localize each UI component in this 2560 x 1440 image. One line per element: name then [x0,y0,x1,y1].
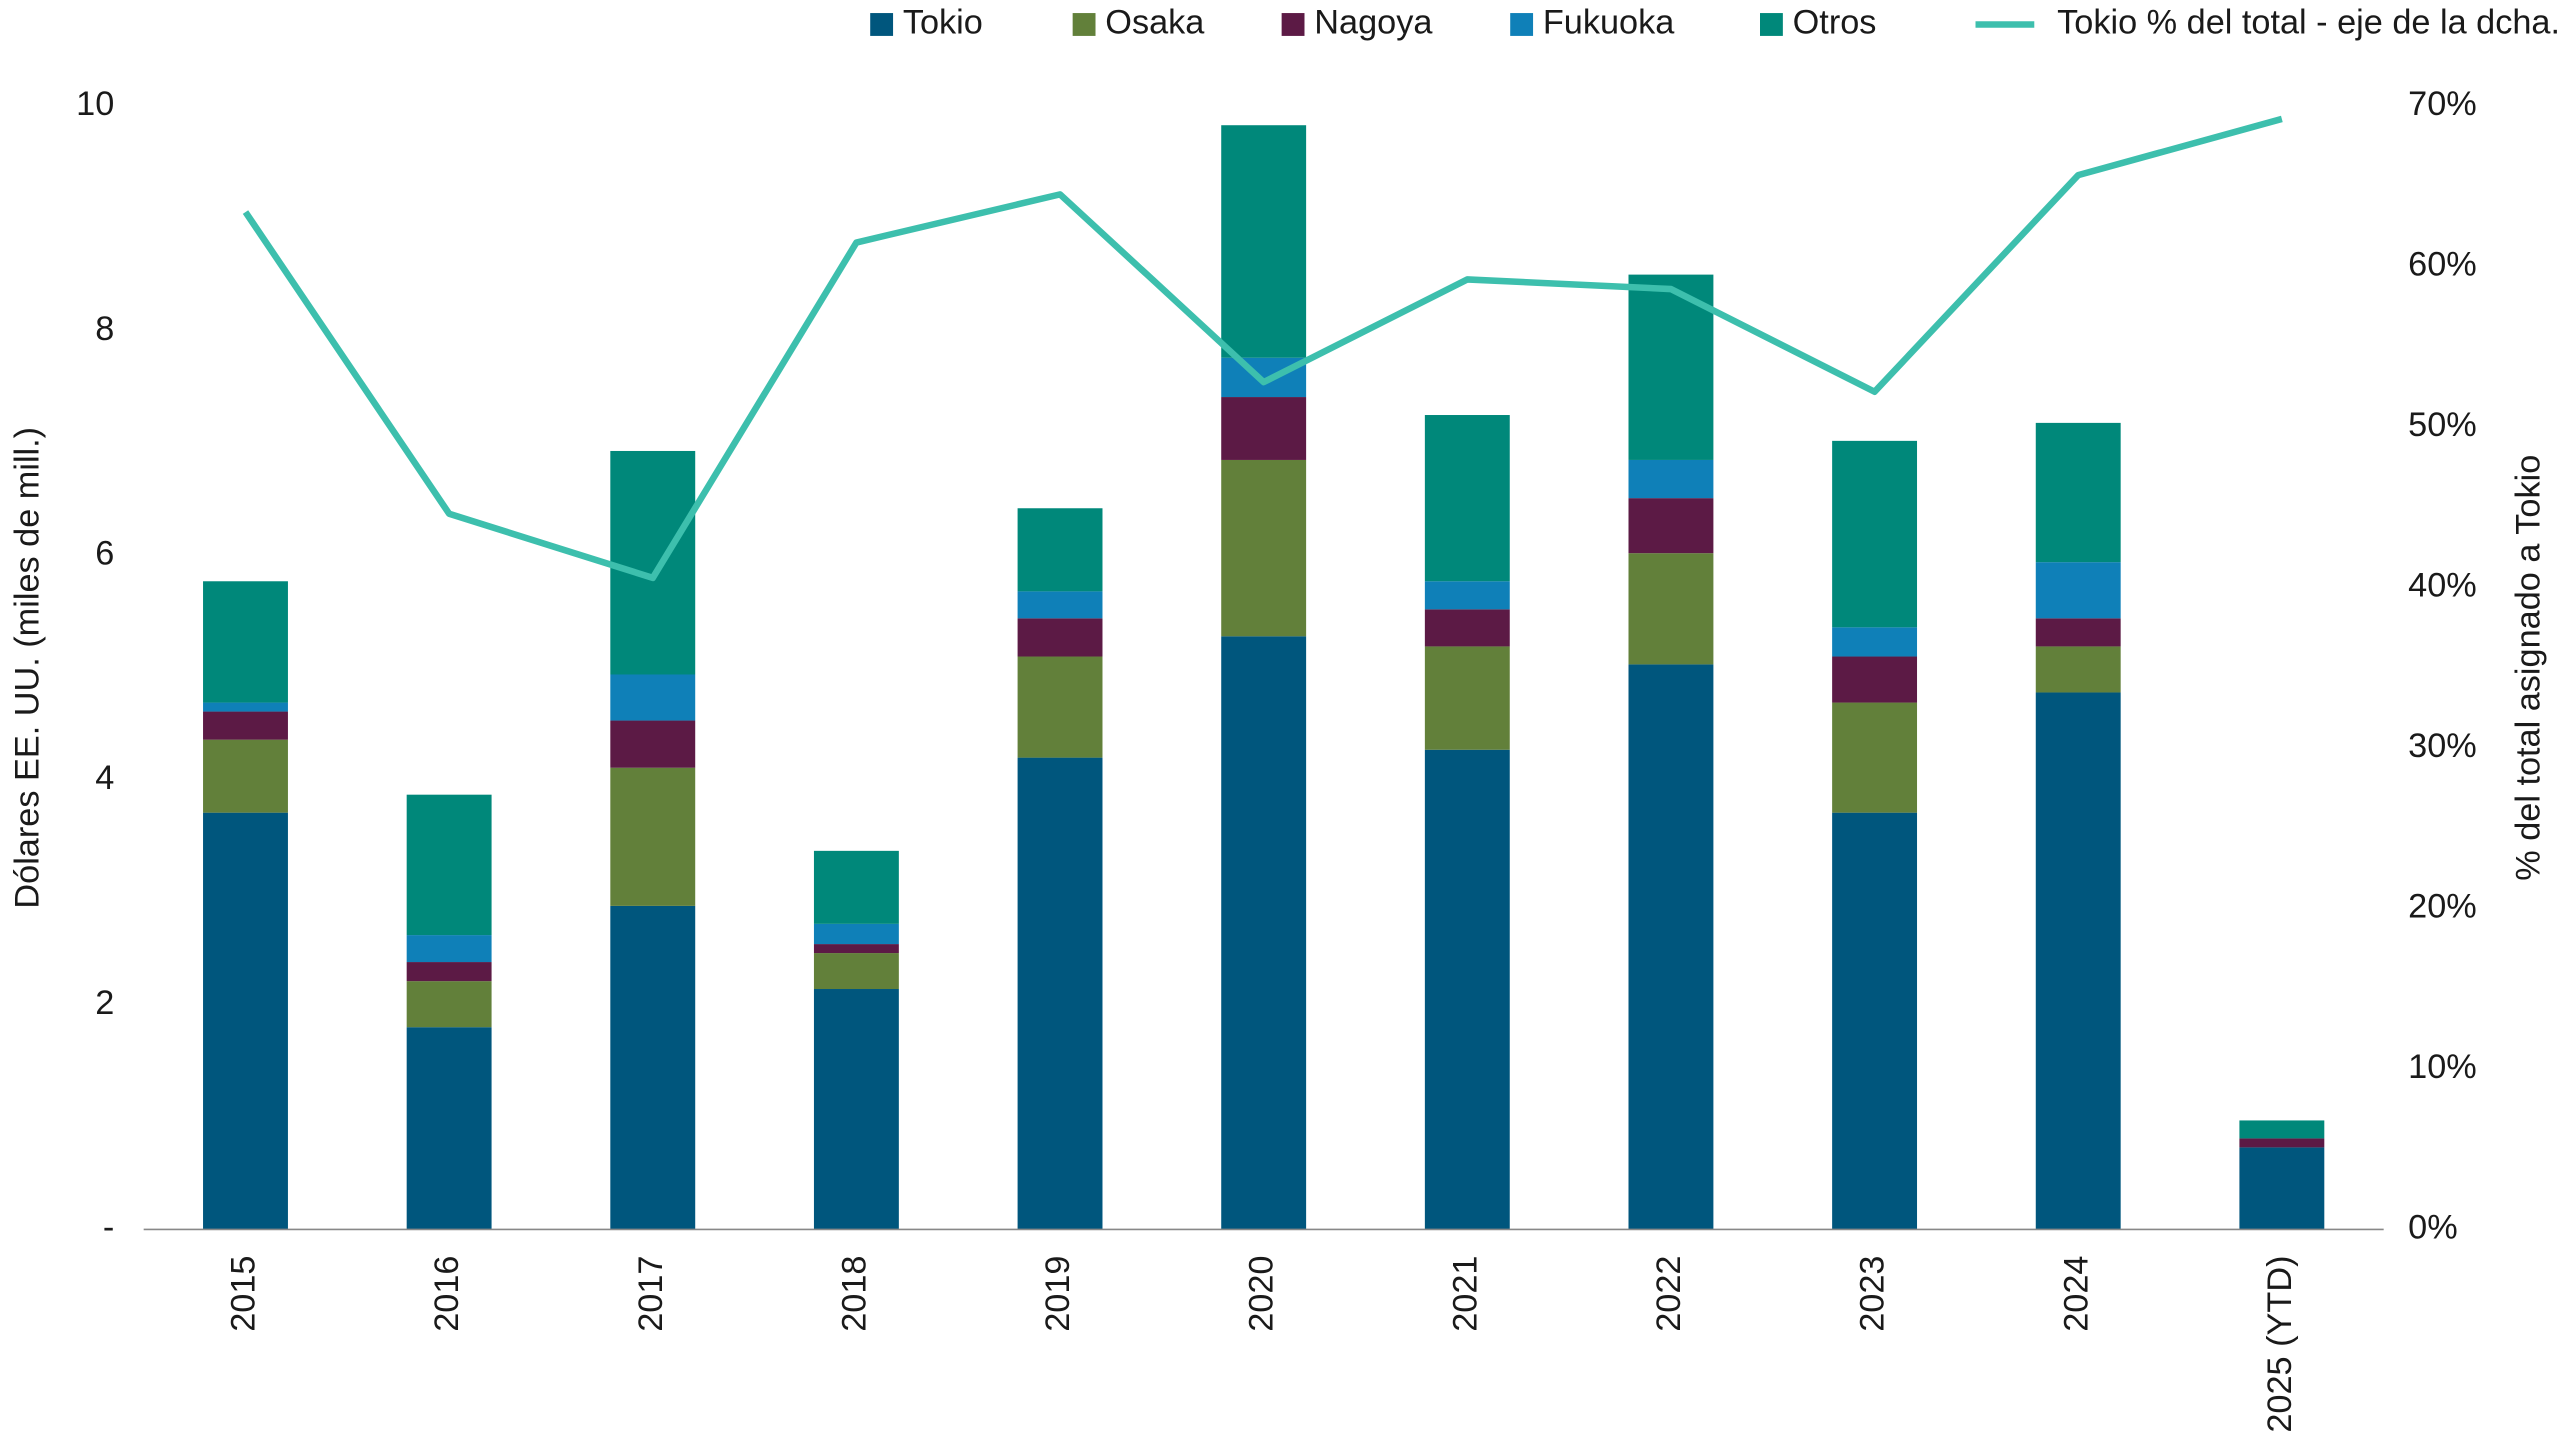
bar-segment [2035,692,2121,1230]
bar-segment [406,935,492,963]
x-tick-label: 2022 [1650,1256,1688,1332]
bar-segment [1221,397,1307,460]
bar-segment [1832,656,1918,703]
x-tick-label: 2023 [1854,1256,1892,1332]
y2-tick-label: 70% [2408,85,2477,123]
bar-segment [610,905,696,1230]
y2-tick-label: 20% [2408,888,2477,926]
bar-segment [406,981,492,1028]
bar-segment [610,674,696,721]
legend-label: Tokio % del total - eje de la dcha. [2057,4,2560,42]
x-tick-label: 2018 [835,1256,873,1332]
bar-segment [1424,581,1510,610]
legend-swatch [1281,13,1305,36]
bar-segment [2035,618,2121,647]
bar-segment [813,850,899,924]
bar-segment [1832,440,1918,628]
bar-segment [1221,459,1307,637]
bar-segment [1628,498,1714,554]
x-tick-label: 2015 [225,1256,263,1332]
y-tick-label: 8 [95,310,114,348]
bar-segment [1832,627,1918,657]
x-tick-label: 2024 [2057,1256,2095,1332]
bar-segment [1017,656,1103,758]
bar-segment [813,923,899,945]
bar-segment [2239,1147,2325,1230]
bar-segment [406,962,492,982]
bar-segment [1017,591,1103,619]
bar-segment [2035,562,2121,619]
legend-swatch [870,13,894,36]
legend-swatch [1072,13,1096,36]
line-series [242,115,2283,582]
bar-segment [1832,702,1918,813]
legend-label: Nagoya [1314,4,1433,42]
bar-segment [1424,749,1510,1230]
bar-segment [1628,459,1714,499]
legend-swatch [1760,13,1783,36]
x-tick-label: 2016 [428,1256,466,1332]
y2-tick-label: 60% [2408,246,2477,284]
bar-segment [1628,553,1714,665]
bar-segment [1221,125,1307,358]
y-tick-label: 10 [76,85,114,123]
bar-segment [203,739,288,813]
legend-label: Osaka [1105,4,1205,42]
bar-segment [1221,636,1307,1230]
y2-tick-label: 30% [2408,727,2477,765]
bar-segment [2239,1138,2325,1148]
bar-segment [1424,609,1510,647]
bar-segment [813,944,899,954]
bar-segment [406,794,492,936]
x-tick-label: 2019 [1039,1256,1077,1332]
bar-segment [406,1027,492,1230]
bar-segment [1017,508,1103,592]
bar-segment [203,702,288,712]
bar-segment [1424,646,1510,750]
bar-segment [1017,618,1103,657]
legend-label: Otros [1793,4,1877,42]
x-tick-label: 2021 [1446,1256,1484,1332]
bar-segment [610,767,696,906]
legend-label: Tokio [903,4,983,42]
bar-segment [2239,1120,2325,1139]
x-tick-label: 2020 [1243,1256,1281,1332]
bar-segment [1424,415,1510,582]
y2-axis-label: % del total asignado a Tokio [2510,455,2548,881]
legend-swatch [1510,13,1534,36]
bar-segment [203,812,288,1230]
y-tick-label: 2 [95,984,114,1022]
y2-tick-label: 0% [2408,1208,2458,1246]
y-tick-label: 6 [95,534,114,572]
bar-segment [813,989,899,1230]
bar-segment [1017,757,1103,1230]
y-tick-label: 4 [95,759,114,797]
legend-label: Fukuoka [1543,4,1675,42]
y2-tick-label: 10% [2408,1048,2477,1086]
bar-segment [610,720,696,768]
bar-segment [610,450,696,675]
bar-segment [1832,812,1918,1230]
x-tick-label: 2017 [632,1256,670,1332]
bar-segment [203,711,288,740]
y2-tick-label: 40% [2408,567,2477,605]
y-tick-label: - [103,1208,114,1246]
bar-segment [1628,664,1714,1230]
bar-segment [203,581,288,703]
y-axis-label: Dólares EE. UU. (miles de mill.) [8,427,46,909]
bar-segment [813,953,899,990]
y2-tick-label: 50% [2408,406,2477,444]
bar-segment [2035,646,2121,693]
x-tick-label: 2025 (YTD) [2261,1256,2299,1433]
bar-segment [2035,422,2121,563]
